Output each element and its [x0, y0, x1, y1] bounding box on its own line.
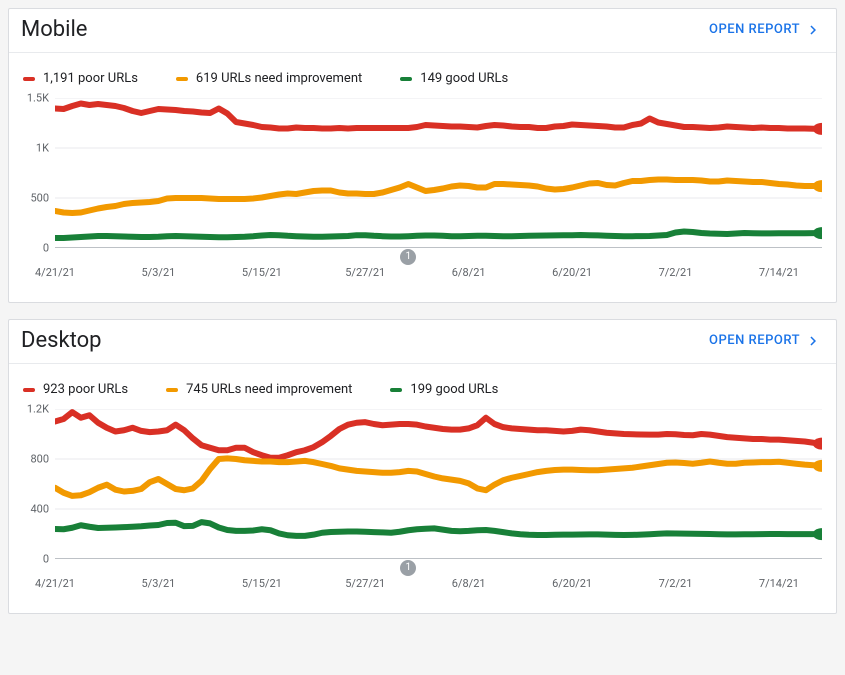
legend: 1,191 poor URLs 619 URLs need improvemen…	[9, 53, 836, 98]
mobile-card: Mobile OPEN REPORT 1,191 poor URLs 619 U…	[8, 8, 837, 303]
plot-area	[55, 409, 822, 559]
legend-label-poor: 1,191 poor URLs	[43, 71, 138, 86]
x-tick: 5/3/21	[142, 577, 176, 590]
open-report-link[interactable]: OPEN REPORT	[709, 21, 822, 39]
y-axis: 04008001.2K	[13, 409, 53, 559]
legend-label-poor: 923 poor URLs	[43, 382, 128, 397]
chevron-right-icon	[804, 21, 822, 39]
legend-item-poor: 923 poor URLs	[23, 382, 128, 397]
legend-item-good: 199 good URLs	[390, 382, 498, 397]
legend-label-need: 619 URLs need improvement	[196, 71, 362, 86]
desktop-chart: 04008001.2K 1 4/21/215/3/215/15/215/27/2…	[9, 409, 836, 613]
plot-area	[55, 98, 822, 248]
y-tick: 1.5K	[27, 92, 49, 105]
card-title: Desktop	[21, 328, 102, 353]
legend-swatch-poor	[23, 388, 35, 392]
legend-swatch-need	[176, 77, 188, 81]
x-tick: 5/15/21	[242, 577, 282, 590]
y-axis: 05001K1.5K	[13, 98, 53, 248]
open-report-label: OPEN REPORT	[709, 22, 800, 37]
legend-swatch-good	[400, 77, 412, 81]
event-badge[interactable]: 1	[400, 249, 416, 265]
x-tick: 6/8/21	[452, 577, 486, 590]
open-report-link[interactable]: OPEN REPORT	[709, 332, 822, 350]
x-tick: 7/2/21	[659, 266, 693, 279]
legend-item-need: 619 URLs need improvement	[176, 71, 362, 86]
legend: 923 poor URLs 745 URLs need improvement …	[9, 364, 836, 409]
legend-label-need: 745 URLs need improvement	[186, 382, 352, 397]
y-tick: 500	[30, 192, 49, 205]
x-tick: 7/2/21	[659, 577, 693, 590]
chevron-right-icon	[804, 332, 822, 350]
x-tick: 4/21/21	[35, 577, 75, 590]
x-tick: 6/20/21	[552, 577, 592, 590]
x-tick: 5/27/21	[345, 266, 385, 279]
y-tick: 0	[43, 242, 49, 255]
legend-label-good: 199 good URLs	[410, 382, 498, 397]
x-tick: 6/20/21	[552, 266, 592, 279]
y-tick: 0	[43, 553, 49, 566]
mobile-chart: 05001K1.5K 1 4/21/215/3/215/15/215/27/21…	[9, 98, 836, 302]
event-badge[interactable]: 1	[400, 560, 416, 576]
y-tick: 1K	[36, 142, 49, 155]
legend-label-good: 149 good URLs	[420, 71, 508, 86]
x-tick: 5/15/21	[242, 266, 282, 279]
legend-item-need: 745 URLs need improvement	[166, 382, 352, 397]
legend-swatch-need	[166, 388, 178, 392]
desktop-card: Desktop OPEN REPORT 923 poor URLs 745 UR…	[8, 319, 837, 614]
x-axis: 1 4/21/215/3/215/15/215/27/216/8/216/20/…	[55, 258, 822, 288]
x-tick: 7/14/21	[759, 577, 799, 590]
y-tick: 1.2K	[27, 403, 49, 416]
card-title: Mobile	[21, 17, 87, 42]
x-axis: 1 4/21/215/3/215/15/215/27/216/8/216/20/…	[55, 569, 822, 599]
legend-item-poor: 1,191 poor URLs	[23, 71, 138, 86]
open-report-label: OPEN REPORT	[709, 333, 800, 348]
legend-swatch-good	[390, 388, 402, 392]
y-tick: 800	[30, 453, 49, 466]
x-tick: 7/14/21	[759, 266, 799, 279]
legend-item-good: 149 good URLs	[400, 71, 508, 86]
y-tick: 400	[30, 503, 49, 516]
x-tick: 5/3/21	[142, 266, 176, 279]
x-tick: 5/27/21	[345, 577, 385, 590]
legend-swatch-poor	[23, 77, 35, 81]
x-tick: 4/21/21	[35, 266, 75, 279]
x-tick: 6/8/21	[452, 266, 486, 279]
